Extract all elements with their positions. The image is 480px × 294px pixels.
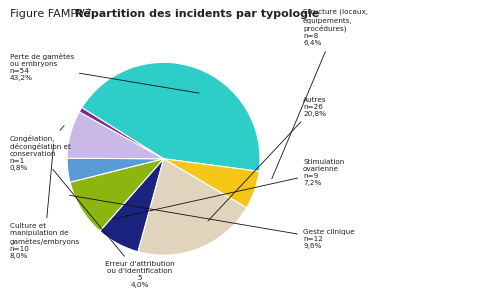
Text: Erreur d'attribution
ou d'identification
5
4,0%: Erreur d'attribution ou d'identification… xyxy=(53,169,174,288)
Text: Répartition des incidents par typologie: Répartition des incidents par typologie xyxy=(71,9,319,19)
Text: Perte de gamètes
ou embryons
n=54
43,2%: Perte de gamètes ou embryons n=54 43,2% xyxy=(10,53,199,93)
Wedge shape xyxy=(163,159,259,208)
Text: Structure (locaux,
équipements,
procédures)
n=8
6,4%: Structure (locaux, équipements, procédur… xyxy=(271,9,367,179)
Wedge shape xyxy=(82,62,259,171)
Text: Figure FAMPV7.: Figure FAMPV7. xyxy=(10,9,95,19)
Wedge shape xyxy=(138,159,246,255)
Wedge shape xyxy=(67,112,163,159)
Text: Culture et
manipulation de
gamètes/embryons
n=10
8,0%: Culture et manipulation de gamètes/embry… xyxy=(10,144,80,259)
Wedge shape xyxy=(100,159,163,252)
Text: Stimulation
ovarienne
n=9
7,2%: Stimulation ovarienne n=9 7,2% xyxy=(112,159,344,219)
Text: Geste clinique
n=12
9,6%: Geste clinique n=12 9,6% xyxy=(69,195,354,249)
Text: Congélation,
décongélation et
conservation
n=1
0,8%: Congélation, décongélation et conservati… xyxy=(10,126,71,171)
Wedge shape xyxy=(70,159,163,231)
Text: Autres
n=26
20,8%: Autres n=26 20,8% xyxy=(207,97,326,221)
Wedge shape xyxy=(67,158,163,182)
Wedge shape xyxy=(79,108,163,159)
